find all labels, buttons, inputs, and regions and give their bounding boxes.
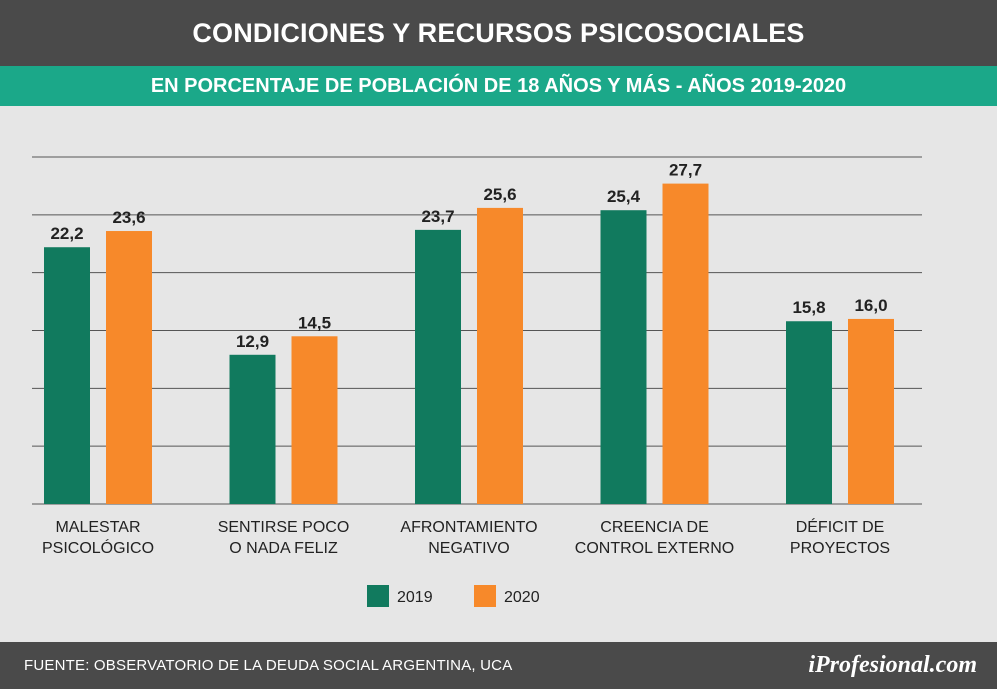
value-label-2019-3: 25,4 — [607, 187, 641, 206]
value-label-2020-3: 27,7 — [669, 161, 702, 180]
bar-2020-2 — [477, 207, 523, 504]
bar-2019-2 — [415, 229, 461, 504]
bar-2020-1 — [291, 336, 338, 504]
value-label-2019-1: 12,9 — [236, 332, 269, 351]
value-label-2020-4: 16,0 — [854, 296, 887, 315]
bar-2019-4 — [786, 321, 832, 504]
source-note: FUENTE: OBSERVATORIO DE LA DEUDA SOCIAL … — [24, 657, 513, 674]
value-label-2019-0: 22,2 — [50, 224, 83, 243]
bar-2019-1 — [229, 354, 276, 504]
bar-2019-3 — [600, 210, 647, 504]
value-labels: 22,2 23,6 12,9 14,5 23,7 25,6 25,4 27,7 15,8 16,0 — [50, 161, 887, 351]
legend-swatch-2020 — [474, 585, 496, 607]
chart-title: CONDICIONES Y RECURSOS PSICOSOCIALES — [0, 0, 997, 66]
legend-label-2019: 2019 — [397, 589, 433, 606]
value-label-2020-1: 14,5 — [298, 313, 331, 332]
legend-swatch-2019 — [367, 585, 389, 607]
bar-2020-3 — [662, 183, 709, 504]
value-label-2019-4: 15,8 — [792, 298, 825, 317]
category-labels: MALESTAR PSICOLÓGICO SENTIRSE POCO O NADA F… — [42, 517, 890, 557]
category-label-2: AFRONTAMIENTO NEGATIVO — [400, 519, 537, 557]
category-label-4: DÉFICIT DE PROYECTOS — [790, 517, 890, 557]
value-label-2019-2: 23,7 — [421, 207, 454, 226]
bars — [44, 183, 894, 504]
legend: 2019 2020 — [367, 585, 540, 607]
value-label-2020-0: 23,6 — [112, 208, 145, 227]
bar-2019-0 — [44, 247, 90, 504]
legend-label-2020: 2020 — [504, 589, 540, 606]
bar-2020-0 — [106, 231, 152, 504]
footer: FUENTE: OBSERVATORIO DE LA DEUDA SOCIAL … — [0, 642, 997, 689]
bar-2020-4 — [848, 318, 894, 504]
category-label-1: SENTIRSE POCO O NADA FELIZ — [218, 519, 350, 557]
brand-logo: iProfesional.com — [808, 652, 977, 678]
chart-subtitle: EN PORCENTAJE DE POBLACIÓN DE 18 AÑOS Y … — [0, 66, 997, 106]
category-label-3: CREENCIA DE CONTROL EXTERNO — [575, 519, 734, 557]
value-label-2020-2: 25,6 — [483, 185, 516, 204]
bar-chart: 22,2 23,6 12,9 14,5 23,7 25,6 25,4 27,7 15,8 16,0… — [32, 156, 922, 607]
category-label-0: MALESTAR PSICOLÓGICO — [42, 519, 154, 557]
